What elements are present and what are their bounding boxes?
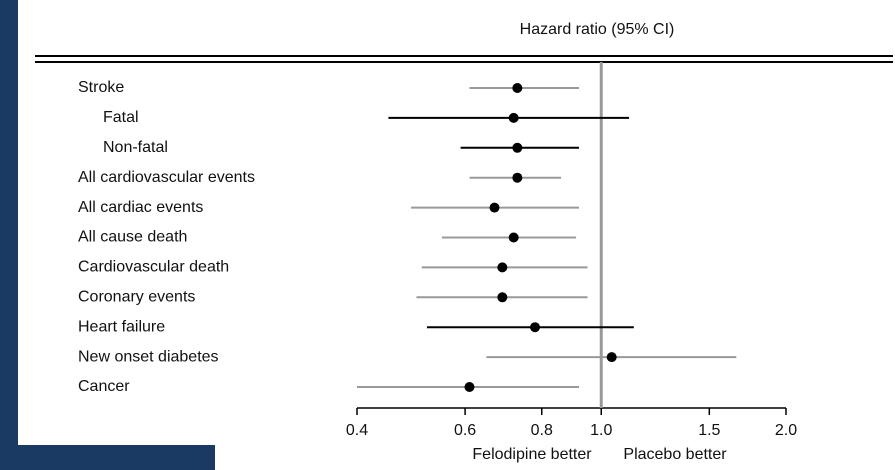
point-estimate <box>489 202 500 213</box>
point-estimate <box>606 352 617 363</box>
x-tick-label: 0.6 <box>454 422 476 439</box>
panel-bottom <box>215 445 895 470</box>
point-estimate <box>530 322 541 333</box>
point-estimate <box>464 382 475 392</box>
row-label: Coronary events <box>78 289 195 306</box>
row-label: All cardiac events <box>78 199 203 216</box>
row-label: All cardiovascular events <box>78 169 255 186</box>
x-tick-label: 1.5 <box>698 422 720 439</box>
point-estimate <box>497 292 508 303</box>
x-tick-label: 1.0 <box>590 422 612 439</box>
row-label: New onset diabetes <box>78 348 219 365</box>
point-estimate <box>508 112 519 123</box>
row-label: Stroke <box>78 79 124 96</box>
point-estimate <box>512 142 523 153</box>
chart-title: Hazard ratio (95% CI) <box>520 21 675 38</box>
x-tick-label: 0.8 <box>531 422 553 439</box>
row-label: All cause death <box>78 229 187 246</box>
row-label: Heart failure <box>78 318 165 335</box>
point-estimate <box>508 232 519 243</box>
annotation: Felodipine better <box>472 446 592 463</box>
row-label: Cardiovascular death <box>78 259 229 276</box>
panel <box>18 0 895 445</box>
x-tick-label: 0.4 <box>346 422 368 439</box>
row-label: Cancer <box>78 378 130 395</box>
annotation: Placebo better <box>623 446 727 463</box>
point-estimate <box>512 172 523 183</box>
row-label: Non-fatal <box>103 139 168 156</box>
point-estimate <box>497 262 508 273</box>
row-label: Fatal <box>103 109 139 126</box>
point-estimate <box>512 83 523 93</box>
x-tick-label: 2.0 <box>775 422 797 439</box>
